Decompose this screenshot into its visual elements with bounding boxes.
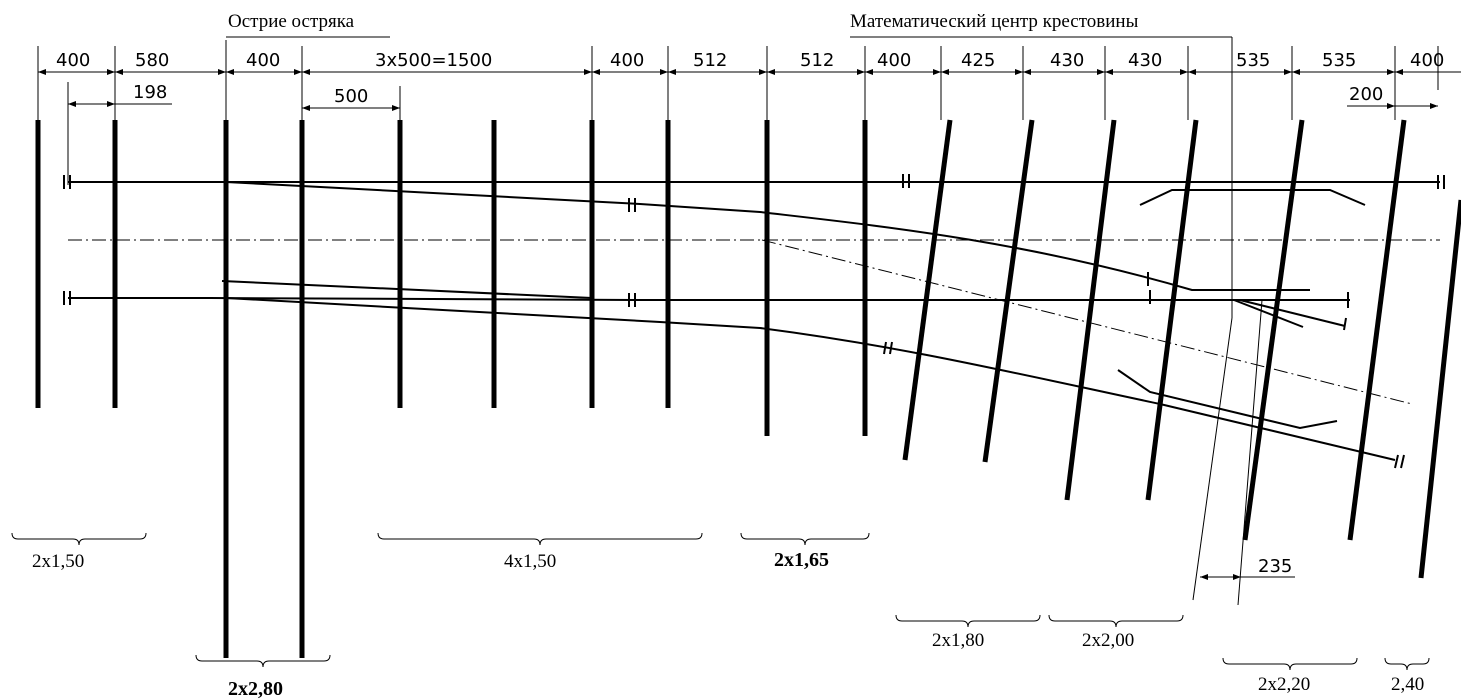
tie-group-5: 2x1,80 [932,630,984,651]
dim-top-12: 535 [1236,50,1270,71]
dim-198-label: 198 [133,82,167,103]
tie-group-2: 2x2,80 [228,678,283,700]
dim-198: 198 [67,82,172,185]
dim-top-3: 400 [246,50,280,71]
wing-rail-lower [1117,369,1338,430]
tie-12 [982,119,1035,463]
point-of-switch-label: Острие остряка [228,11,355,32]
ties [35,119,1461,658]
tie-16 [1347,119,1407,541]
dim-top-4: 3x500=1500 [375,50,492,71]
dim-top-14: 400 [1410,50,1444,71]
tie-11 [902,119,953,461]
dim-top-2: 580 [135,50,169,71]
dim-200-label: 200 [1349,84,1383,105]
dim-top-1: 400 [56,50,90,71]
dim-top-5: 400 [610,50,644,71]
dim-500: 500 [302,86,401,120]
tie-groups: 2x1,50 2x2,80 4x1,50 2x1,65 2x1,80 2x2,0… [11,532,1430,700]
dim-500-label: 500 [334,86,368,107]
tie-group-6: 2x2,00 [1082,630,1134,651]
rail-switch-point [221,280,593,299]
tie-group-7: 2x2,20 [1258,674,1310,695]
dim-top-6: 512 [693,50,727,71]
tie-17 [1418,199,1461,579]
top-dimension-chain: 400 580 400 3x500=1500 400 512 512 400 4… [37,40,1461,120]
dim-top-13: 535 [1322,50,1356,71]
tie-group-8: 2,40 [1391,674,1424,695]
dim-top-7: 512 [800,50,834,71]
frog-rail-a [1233,299,1304,328]
dim-200: 200 [1347,84,1438,109]
tie-group-1: 2x1,50 [32,551,84,572]
rail-straight-lower [68,297,1350,301]
dim-top-8: 400 [877,50,911,71]
rail-curved-upper [225,181,1310,291]
crossing-center-label: Математический центр крестовины [850,11,1139,32]
rail-joints [63,174,1445,469]
dim-top-9: 425 [961,50,995,71]
frog-rail-b [1239,299,1346,327]
rails [63,174,1445,469]
tie-13 [1064,119,1117,501]
tie-14 [1145,119,1199,501]
annotation-crossing-center: Математический центр крестовины [850,11,1233,318]
wing-rail-upper [1139,189,1366,206]
dim-top-11: 430 [1128,50,1162,71]
dim-top-10: 430 [1050,50,1084,71]
dim-235: 235 [1192,299,1295,606]
rail-curved-lower [225,297,1396,461]
annotation-point-of-switch: Острие остряка [226,11,390,38]
tie-group-3: 4x1,50 [504,551,556,572]
track-axes [68,239,1440,405]
dim-235-label: 235 [1258,556,1292,577]
tie-group-4: 2x1,65 [774,549,829,571]
